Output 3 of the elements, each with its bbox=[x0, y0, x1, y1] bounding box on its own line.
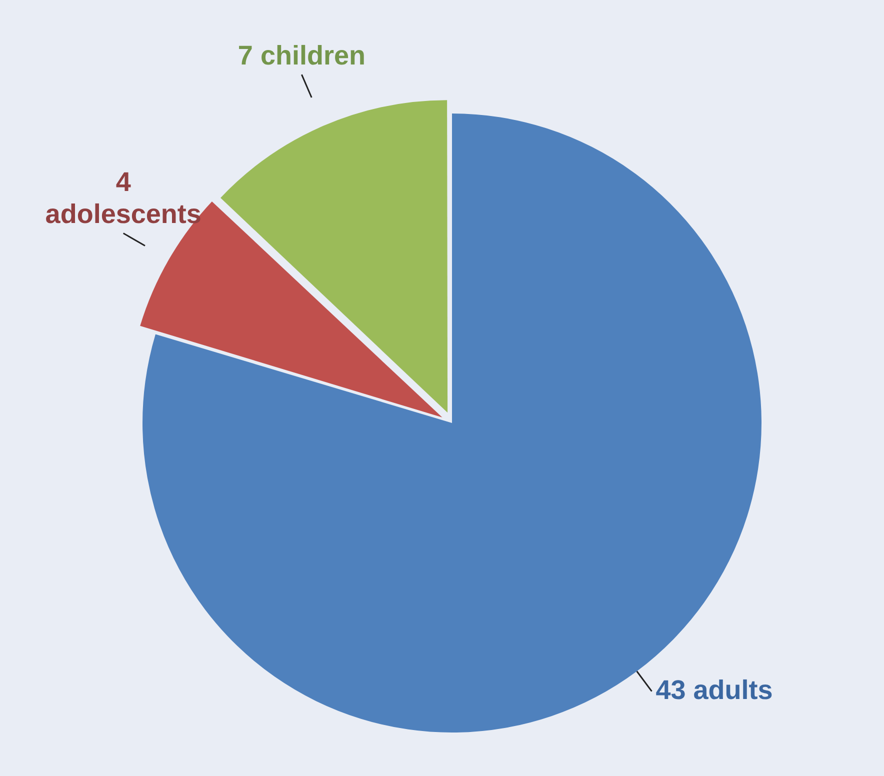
slice-label: 43 adults bbox=[656, 674, 773, 705]
slice-label: 4 adolescents bbox=[45, 167, 202, 230]
slice-label: 7 children bbox=[238, 40, 366, 70]
